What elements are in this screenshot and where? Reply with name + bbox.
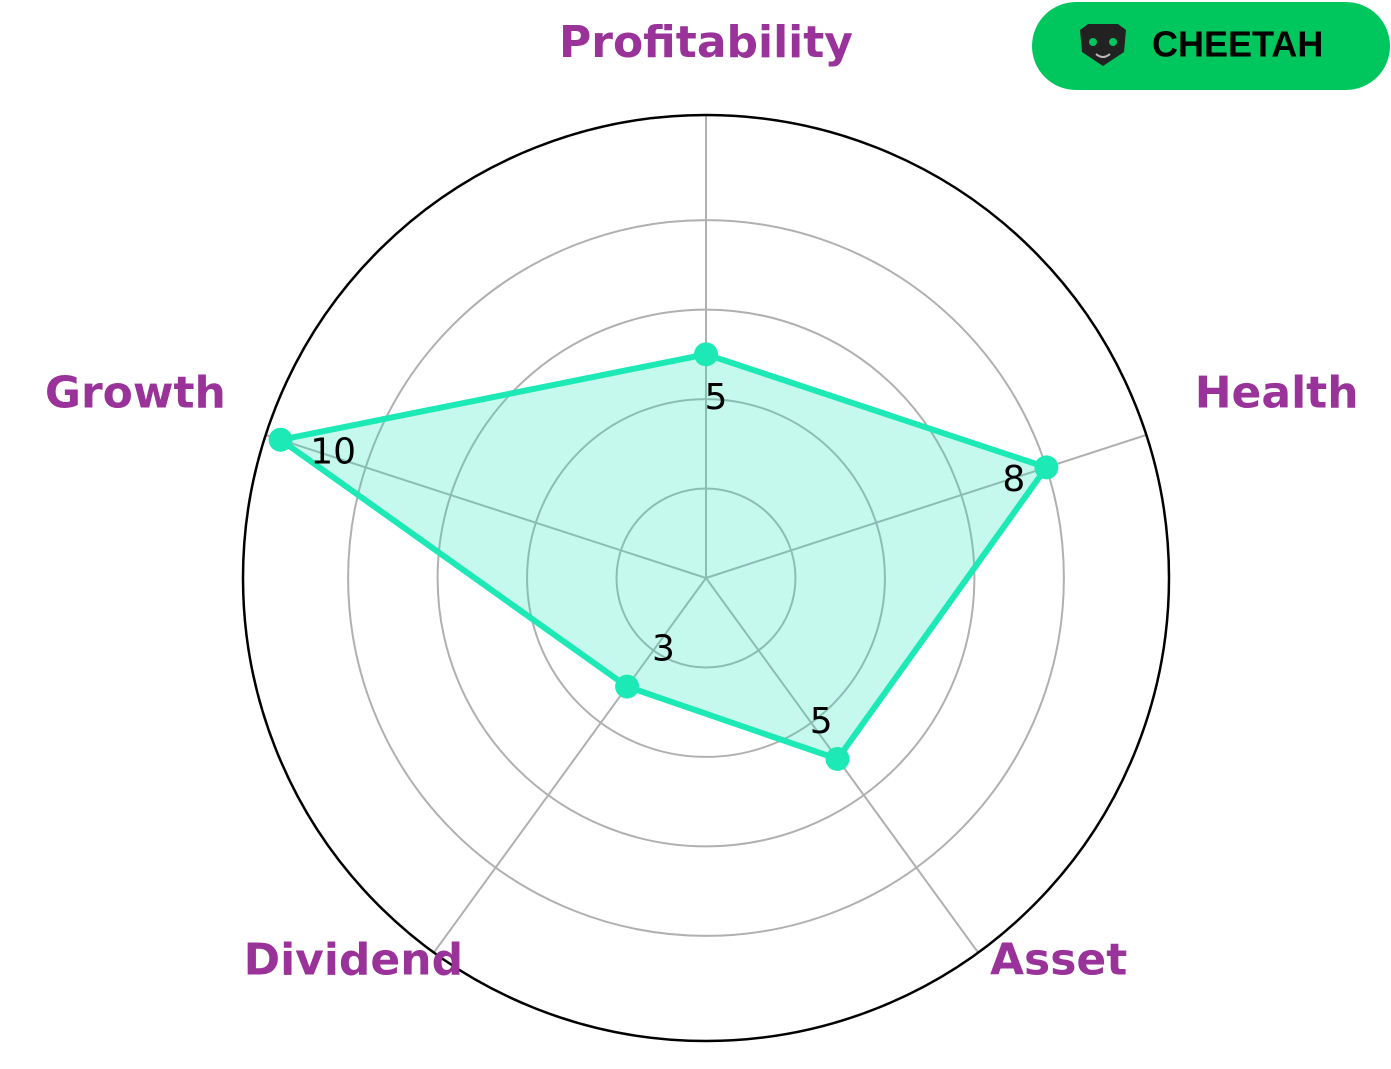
- value-label: 5: [810, 701, 833, 742]
- badge-label: CHEETAH: [1152, 24, 1323, 65]
- badge: CHEETAH: [1032, 2, 1390, 90]
- outer-frame: [241, 113, 1171, 1043]
- radar-point: [268, 427, 293, 452]
- radar-area: [277, 351, 1050, 762]
- grid-spoke: [433, 577, 707, 954]
- badge-background: [1032, 2, 1390, 90]
- category-label: Dividend: [244, 934, 464, 985]
- grid-spoke: [265, 433, 707, 579]
- category-label: Profitability: [559, 17, 853, 68]
- value-label: 10: [310, 432, 356, 473]
- value-label: 5: [705, 377, 728, 418]
- radar-point: [1034, 455, 1059, 480]
- grid-spoke: [705, 433, 1147, 579]
- value-label: 8: [1002, 459, 1025, 500]
- radar-point: [615, 674, 640, 699]
- radar-point: [825, 746, 850, 771]
- value-label: 3: [652, 628, 675, 669]
- badge-icon: [1080, 24, 1126, 66]
- category-label: Health: [1195, 368, 1359, 419]
- category-label: Growth: [45, 368, 226, 419]
- radar-point: [694, 342, 718, 367]
- category-label: Asset: [990, 934, 1127, 985]
